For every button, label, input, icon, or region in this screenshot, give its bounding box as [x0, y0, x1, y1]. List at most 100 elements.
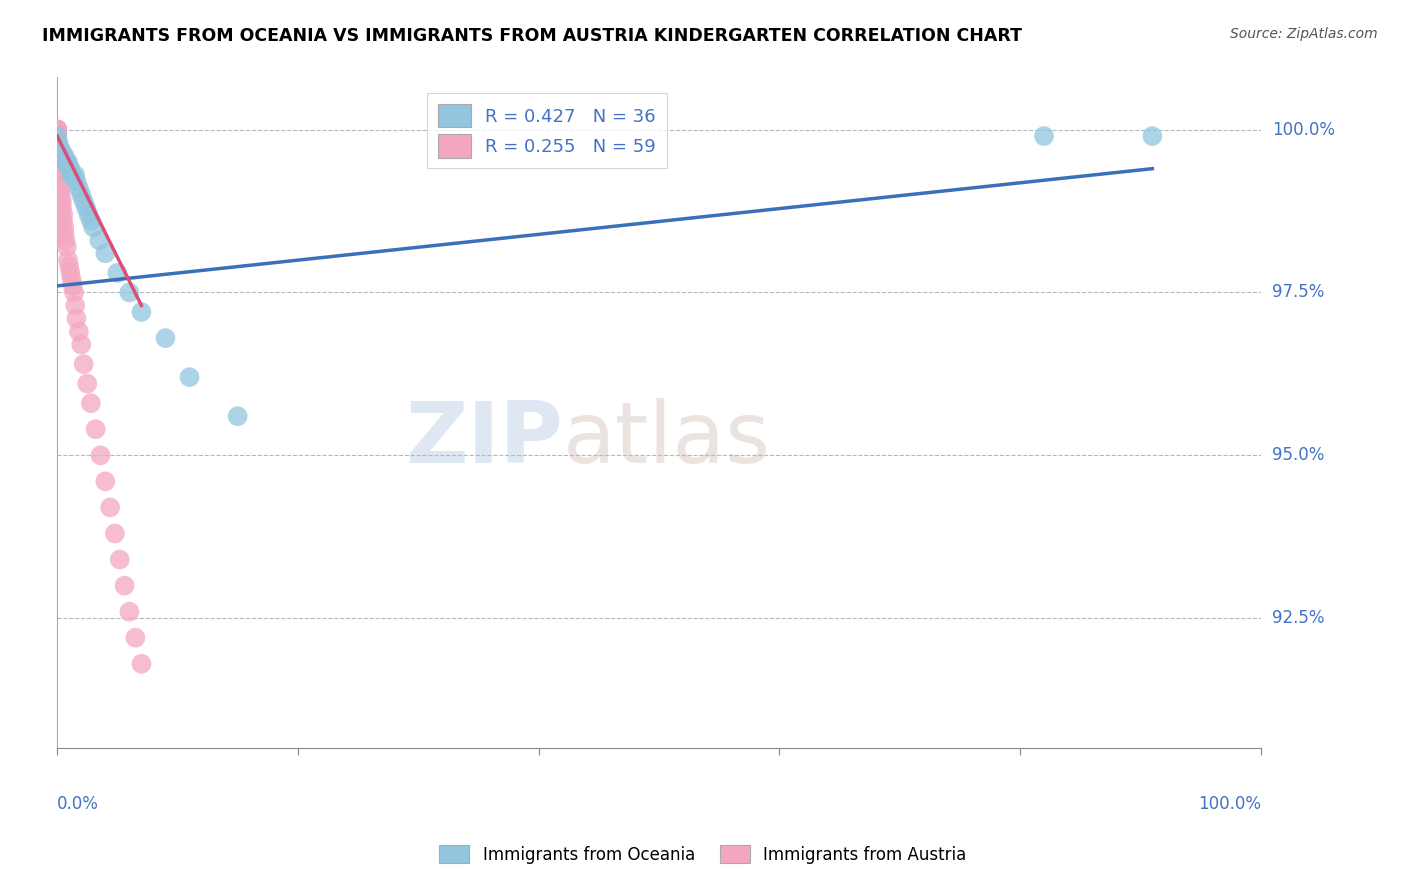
- Point: [60, 168, 83, 182]
- Point: [98, 500, 121, 515]
- Point: [46, 122, 69, 136]
- Point: [55, 155, 77, 169]
- Point: [56, 240, 79, 254]
- Point: [53, 220, 76, 235]
- Point: [65, 168, 87, 182]
- Point: [76, 376, 98, 391]
- Point: [80, 213, 103, 227]
- Point: [56, 252, 79, 267]
- Point: [75, 201, 97, 215]
- Point: [46, 122, 69, 136]
- Point: [49, 142, 72, 156]
- Point: [46, 142, 69, 156]
- Point: [65, 175, 87, 189]
- Point: [46, 136, 69, 150]
- Point: [84, 422, 107, 436]
- Point: [62, 168, 84, 182]
- Point: [104, 526, 127, 541]
- Point: [114, 579, 136, 593]
- Point: [124, 631, 146, 645]
- Point: [48, 136, 70, 150]
- Legend: R = 0.427   N = 36, R = 0.255   N = 59: R = 0.427 N = 36, R = 0.255 N = 59: [427, 93, 666, 169]
- Point: [77, 207, 100, 221]
- Point: [94, 475, 117, 489]
- Point: [48, 175, 70, 189]
- Point: [48, 161, 70, 176]
- Point: [51, 201, 73, 215]
- Text: 0.0%: 0.0%: [58, 796, 98, 814]
- Point: [62, 279, 84, 293]
- Point: [89, 233, 111, 247]
- Point: [59, 266, 82, 280]
- Point: [46, 122, 69, 136]
- Text: 100.0%: 100.0%: [1272, 120, 1334, 138]
- Point: [46, 136, 69, 150]
- Point: [48, 142, 70, 156]
- Point: [58, 161, 80, 176]
- Point: [52, 207, 75, 221]
- Point: [72, 357, 94, 371]
- Point: [49, 181, 72, 195]
- Text: atlas: atlas: [562, 399, 770, 482]
- Point: [46, 136, 69, 150]
- Point: [51, 148, 73, 162]
- Text: IMMIGRANTS FROM OCEANIA VS IMMIGRANTS FROM AUSTRIA KINDERGARTEN CORRELATION CHAR: IMMIGRANTS FROM OCEANIA VS IMMIGRANTS FR…: [42, 27, 1022, 45]
- Point: [80, 396, 103, 410]
- Point: [58, 260, 80, 274]
- Text: 100.0%: 100.0%: [1198, 796, 1261, 814]
- Point: [48, 155, 70, 169]
- Legend: Immigrants from Oceania, Immigrants from Austria: Immigrants from Oceania, Immigrants from…: [433, 838, 973, 871]
- Point: [52, 148, 75, 162]
- Point: [60, 272, 83, 286]
- Point: [46, 129, 69, 144]
- Point: [46, 129, 69, 144]
- Text: ZIP: ZIP: [405, 399, 562, 482]
- Point: [108, 552, 131, 566]
- Point: [46, 122, 69, 136]
- Point: [67, 181, 90, 195]
- Point: [52, 213, 75, 227]
- Point: [131, 657, 153, 671]
- Point: [46, 122, 69, 136]
- Point: [70, 337, 93, 351]
- Point: [46, 122, 69, 136]
- Point: [131, 305, 153, 319]
- Point: [226, 409, 249, 424]
- Point: [56, 155, 79, 169]
- Point: [1033, 129, 1056, 144]
- Point: [53, 227, 76, 241]
- Point: [55, 233, 77, 247]
- Point: [179, 370, 201, 384]
- Point: [51, 194, 73, 209]
- Point: [53, 148, 76, 162]
- Point: [48, 142, 70, 156]
- Text: 92.5%: 92.5%: [1272, 609, 1324, 627]
- Point: [48, 168, 70, 182]
- Point: [59, 161, 82, 176]
- Point: [1142, 129, 1164, 144]
- Point: [72, 194, 94, 209]
- Point: [48, 148, 70, 162]
- Point: [118, 605, 141, 619]
- Point: [48, 161, 70, 176]
- Point: [63, 285, 86, 300]
- Point: [46, 136, 69, 150]
- Point: [65, 298, 87, 312]
- Point: [46, 142, 69, 156]
- Point: [155, 331, 177, 345]
- Point: [67, 325, 90, 339]
- Point: [46, 142, 69, 156]
- Point: [94, 246, 117, 260]
- Point: [82, 220, 104, 235]
- Point: [46, 122, 69, 136]
- Point: [46, 129, 69, 144]
- Text: Source: ZipAtlas.com: Source: ZipAtlas.com: [1230, 27, 1378, 41]
- Text: 97.5%: 97.5%: [1272, 284, 1324, 301]
- Point: [56, 155, 79, 169]
- Point: [46, 122, 69, 136]
- Point: [46, 129, 69, 144]
- Point: [118, 285, 141, 300]
- Point: [46, 122, 69, 136]
- Point: [70, 187, 93, 202]
- Point: [46, 122, 69, 136]
